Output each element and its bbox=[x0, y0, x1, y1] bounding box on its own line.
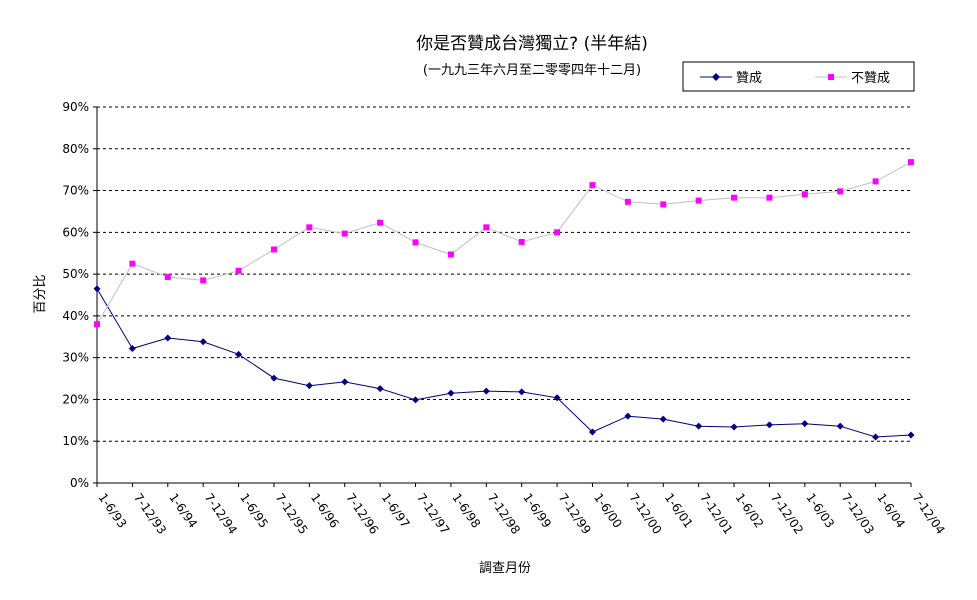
data-point-support bbox=[518, 388, 526, 396]
y-axis-ticks: 0% 10% 20% 30% 40% 50% 60% 70% 80% 90% bbox=[62, 100, 97, 490]
x-tick-label: 1-6/93 bbox=[96, 491, 130, 531]
data-point-support bbox=[872, 433, 880, 441]
data-point-oppose bbox=[341, 230, 348, 237]
data-point-oppose bbox=[766, 194, 773, 201]
x-tick-label: 7-12/01 bbox=[697, 491, 735, 537]
data-point-support bbox=[447, 389, 455, 397]
x-tick-label: 7-12/94 bbox=[202, 491, 240, 537]
data-point-oppose bbox=[660, 201, 667, 208]
data-point-oppose bbox=[94, 321, 100, 328]
data-point-support bbox=[376, 385, 384, 393]
x-tick-label: 1-6/02 bbox=[733, 491, 767, 531]
data-point-oppose bbox=[695, 197, 702, 204]
x-tick-label: 7-12/03 bbox=[839, 491, 877, 537]
chart-title: 你是否贊成台灣獨立? (半年結) bbox=[416, 34, 648, 54]
data-point-support bbox=[412, 396, 420, 404]
data-point-support bbox=[93, 285, 101, 293]
x-tick-label: 1-6/99 bbox=[520, 491, 554, 531]
data-point-oppose bbox=[624, 198, 631, 205]
data-point-support bbox=[730, 423, 738, 431]
x-tick-label: 7-12/99 bbox=[556, 491, 594, 537]
data-point-oppose bbox=[200, 277, 207, 284]
data-point-oppose bbox=[447, 251, 454, 258]
y-axis-label: 百分比 bbox=[33, 274, 48, 313]
x-tick-label: 1-6/96 bbox=[308, 491, 342, 531]
y-tick-label: 10% bbox=[62, 434, 89, 448]
data-point-support bbox=[482, 387, 490, 395]
x-tick-label: 7-12/96 bbox=[343, 491, 381, 537]
x-tick-label: 1-6/98 bbox=[449, 491, 483, 531]
series-line-1 bbox=[96, 161, 912, 325]
y-tick-label: 70% bbox=[62, 184, 89, 198]
x-tick-label: 7-12/02 bbox=[768, 491, 806, 537]
data-point-support bbox=[801, 420, 809, 428]
data-point-oppose bbox=[164, 274, 171, 281]
data-point-oppose bbox=[306, 224, 313, 231]
data-point-support bbox=[341, 378, 349, 386]
y-tick-label: 30% bbox=[62, 351, 89, 365]
data-point-support bbox=[836, 422, 844, 430]
x-tick-label: 7-12/93 bbox=[131, 491, 169, 537]
data-point-support bbox=[270, 374, 278, 382]
data-point-oppose bbox=[483, 224, 490, 231]
x-axis-label: 調查月份 bbox=[479, 561, 531, 576]
y-tick-label: 80% bbox=[62, 142, 89, 156]
data-point-oppose bbox=[377, 219, 384, 226]
data-point-support bbox=[695, 422, 703, 430]
x-tick-label: 1-6/04 bbox=[874, 491, 908, 531]
data-point-oppose bbox=[589, 182, 596, 189]
data-point-oppose bbox=[412, 239, 419, 246]
data-point-support bbox=[553, 394, 561, 402]
legend-marker-oppose bbox=[828, 74, 834, 80]
x-tick-label: 7-12/04 bbox=[910, 491, 948, 537]
data-point-oppose bbox=[872, 178, 879, 185]
chart-subtitle: (一九九三年六月至二零零四年十二月) bbox=[423, 63, 641, 78]
data-point-support bbox=[199, 338, 207, 346]
x-tick-label: 7-12/95 bbox=[272, 491, 310, 537]
x-tick-label: 1-6/94 bbox=[166, 491, 200, 531]
data-point-support bbox=[765, 421, 773, 429]
y-tick-label: 40% bbox=[62, 309, 89, 323]
data-point-oppose bbox=[129, 260, 136, 267]
x-tick-label: 1-6/95 bbox=[237, 491, 271, 531]
x-tick-label: 7-12/00 bbox=[626, 491, 664, 537]
y-tick-label: 20% bbox=[62, 392, 89, 406]
data-point-support bbox=[164, 334, 172, 342]
data-point-support bbox=[907, 431, 915, 439]
y-tick-label: 60% bbox=[62, 225, 89, 239]
gridlines bbox=[97, 106, 911, 442]
series bbox=[93, 159, 915, 441]
data-point-support bbox=[659, 415, 667, 423]
legend-label-support: 贊成 bbox=[736, 71, 762, 86]
data-point-support bbox=[128, 344, 136, 352]
data-point-oppose bbox=[908, 159, 914, 166]
x-tick-label: 1-6/97 bbox=[379, 491, 413, 531]
legend-label-oppose: 不贊成 bbox=[851, 71, 890, 86]
data-point-oppose bbox=[731, 194, 738, 201]
data-point-support bbox=[235, 350, 243, 358]
y-tick-label: 50% bbox=[62, 267, 89, 281]
data-point-oppose bbox=[801, 191, 808, 198]
legend: 贊成 不贊成 bbox=[682, 61, 915, 92]
x-tick-label: 1-6/00 bbox=[591, 491, 625, 531]
data-point-support bbox=[305, 382, 313, 390]
data-point-support bbox=[588, 428, 596, 436]
y-tick-label: 0% bbox=[70, 476, 89, 490]
x-tick-label: 1-6/01 bbox=[662, 491, 696, 531]
data-point-oppose bbox=[270, 246, 277, 253]
axes bbox=[96, 107, 911, 484]
y-tick-label: 90% bbox=[62, 100, 89, 114]
data-point-oppose bbox=[837, 188, 844, 195]
data-point-oppose bbox=[235, 267, 242, 274]
legend-marker-support bbox=[712, 73, 720, 81]
data-point-oppose bbox=[518, 238, 525, 245]
x-tick-label: 1-6/03 bbox=[803, 491, 837, 531]
data-point-oppose bbox=[554, 229, 561, 236]
x-tick-label: 7-12/97 bbox=[414, 491, 452, 537]
x-tick-label: 7-12/98 bbox=[485, 491, 523, 537]
series-line-0 bbox=[96, 288, 912, 438]
data-point-support bbox=[624, 412, 632, 420]
x-axis-ticks: 1-6/93 7-12/931-6/94 7-12/941-6/95 7-12/951… bbox=[96, 483, 948, 537]
